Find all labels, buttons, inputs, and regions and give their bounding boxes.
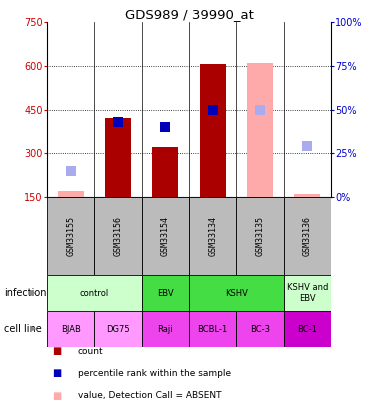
Title: GDS989 / 39990_at: GDS989 / 39990_at (125, 8, 253, 21)
Bar (284, 311, 331, 347)
Point (115, 119, 121, 125)
Text: BC-1: BC-1 (298, 324, 317, 333)
Text: Raji: Raji (158, 324, 173, 333)
Bar (142, 311, 189, 347)
Bar (284, 275, 331, 311)
Text: BJAB: BJAB (61, 324, 81, 333)
Text: GSM33154: GSM33154 (161, 216, 170, 256)
Bar (236, 197, 284, 275)
Text: KSHV and
EBV: KSHV and EBV (287, 284, 328, 303)
Text: GSM33134: GSM33134 (208, 216, 217, 256)
Text: value, Detection Call = ABSENT: value, Detection Call = ABSENT (78, 391, 221, 400)
Text: DG75: DG75 (106, 324, 130, 333)
Point (304, 143, 310, 149)
Bar (94, 197, 142, 275)
Bar (247, 63, 273, 197)
Point (68, 168, 73, 174)
Bar (189, 275, 284, 311)
Point (162, 124, 168, 130)
Text: BC-3: BC-3 (250, 324, 270, 333)
Bar (236, 311, 284, 347)
Text: GSM33156: GSM33156 (114, 216, 122, 256)
Point (257, 106, 263, 113)
Bar (189, 197, 236, 275)
Text: EBV: EBV (157, 288, 174, 298)
Point (210, 106, 216, 113)
Text: GSM33136: GSM33136 (303, 216, 312, 256)
Text: percentile rank within the sample: percentile rank within the sample (78, 369, 231, 378)
Bar (200, 64, 226, 197)
Bar (142, 197, 189, 275)
Text: GSM33155: GSM33155 (66, 216, 75, 256)
Bar (58, 191, 84, 197)
Bar (152, 147, 178, 197)
Bar (105, 118, 131, 197)
Bar (94, 311, 142, 347)
Bar (142, 275, 189, 311)
Text: KSHV: KSHV (225, 288, 248, 298)
Text: GSM33135: GSM33135 (256, 216, 265, 256)
Bar (294, 194, 320, 197)
Bar (47, 311, 94, 347)
Text: count: count (78, 347, 104, 356)
Bar (189, 311, 236, 347)
Bar (47, 275, 142, 311)
Text: ■: ■ (52, 346, 61, 356)
Text: ■: ■ (52, 390, 61, 401)
Text: ▶: ▶ (30, 288, 36, 298)
Text: control: control (80, 288, 109, 298)
Bar (47, 197, 94, 275)
Text: ■: ■ (52, 368, 61, 378)
Text: BCBL-1: BCBL-1 (197, 324, 228, 333)
Text: infection: infection (4, 288, 46, 298)
Text: ▶: ▶ (30, 324, 36, 333)
Text: cell line: cell line (4, 324, 42, 334)
Bar (284, 197, 331, 275)
